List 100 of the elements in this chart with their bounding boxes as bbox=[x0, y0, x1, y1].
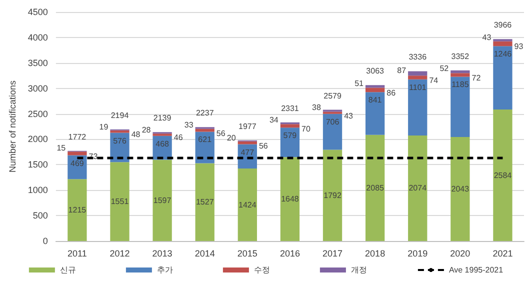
data-label: 1246 bbox=[494, 50, 512, 59]
bar bbox=[493, 46, 512, 110]
bar bbox=[408, 79, 428, 136]
data-label: 48 bbox=[131, 130, 141, 140]
bar bbox=[365, 85, 385, 88]
data-label: 20 bbox=[226, 133, 236, 142]
total-label: 1772 bbox=[68, 132, 87, 142]
data-label: 1792 bbox=[324, 190, 342, 200]
data-label: 28 bbox=[142, 125, 152, 134]
data-label: 1551 bbox=[110, 197, 130, 206]
x-tick-label: 2018 bbox=[365, 248, 386, 258]
y-tick-label: 1000 bbox=[28, 185, 48, 196]
y-tick-label: 3000 bbox=[28, 83, 48, 94]
x-tick-label: 2014 bbox=[194, 248, 215, 258]
data-label: 621 bbox=[198, 135, 212, 144]
y-tick-label: 4000 bbox=[28, 32, 48, 42]
data-label: 56 bbox=[258, 141, 268, 150]
bar bbox=[365, 88, 385, 92]
data-label: 43 bbox=[482, 32, 492, 42]
bar bbox=[408, 135, 428, 241]
bar bbox=[68, 179, 87, 241]
data-label: 1424 bbox=[238, 200, 257, 210]
data-label: 43 bbox=[344, 111, 354, 120]
bar bbox=[238, 168, 257, 241]
data-label: 2074 bbox=[408, 184, 428, 193]
bar bbox=[110, 130, 130, 133]
x-tick-label: 2013 bbox=[152, 248, 172, 258]
bar bbox=[195, 163, 214, 241]
data-label: 70 bbox=[302, 124, 311, 134]
data-label: 34 bbox=[269, 116, 279, 125]
total-label: 3063 bbox=[366, 66, 385, 76]
data-label: 72 bbox=[472, 73, 482, 82]
bar bbox=[450, 73, 470, 77]
y-tick-label: 500 bbox=[32, 210, 48, 221]
bar bbox=[365, 134, 385, 241]
bar bbox=[152, 160, 172, 241]
data-label: 579 bbox=[283, 131, 298, 140]
bar bbox=[450, 137, 470, 241]
data-label: 706 bbox=[326, 117, 340, 126]
data-label: 2085 bbox=[366, 183, 385, 192]
bar bbox=[322, 150, 342, 241]
data-label: 38 bbox=[312, 103, 322, 112]
total-label: 3336 bbox=[408, 52, 428, 62]
bar bbox=[493, 41, 512, 46]
data-label: 51 bbox=[354, 78, 364, 88]
data-label: 2584 bbox=[494, 170, 512, 180]
legend-label: 추가 bbox=[156, 266, 173, 274]
data-label: 841 bbox=[368, 96, 382, 105]
total-label: 3966 bbox=[494, 20, 512, 30]
bar bbox=[493, 110, 512, 241]
bar bbox=[280, 128, 300, 158]
bar bbox=[365, 92, 385, 135]
y-tick-label: 3500 bbox=[28, 58, 48, 68]
data-label: 52 bbox=[440, 64, 450, 74]
y-tick-label: 2500 bbox=[28, 108, 48, 119]
data-label: 46 bbox=[174, 133, 184, 142]
total-label: 2237 bbox=[196, 108, 214, 118]
x-tick-label: 2016 bbox=[280, 248, 300, 258]
data-label: 19 bbox=[99, 122, 109, 132]
total-label: 2331 bbox=[281, 104, 300, 113]
data-label: 74 bbox=[429, 76, 439, 86]
y-tick-label: 4500 bbox=[28, 7, 48, 17]
data-label: 87 bbox=[397, 66, 407, 75]
x-tick-label: 2020 bbox=[450, 248, 470, 258]
data-label: 15 bbox=[56, 144, 66, 153]
data-label: 93 bbox=[514, 42, 524, 52]
total-label: 2194 bbox=[110, 110, 130, 120]
data-label: 576 bbox=[113, 136, 127, 146]
total-label: 3352 bbox=[451, 52, 470, 61]
bar bbox=[238, 141, 257, 144]
data-label: 56 bbox=[216, 128, 226, 138]
y-tick-label: 1500 bbox=[28, 160, 48, 170]
data-label: 1527 bbox=[196, 198, 214, 207]
y-tick-label: 0 bbox=[42, 236, 48, 246]
x-tick-label: 2021 bbox=[492, 248, 513, 258]
data-label: 1648 bbox=[281, 194, 300, 204]
bar bbox=[68, 152, 87, 156]
bar bbox=[408, 71, 428, 76]
bar bbox=[450, 76, 470, 138]
data-label: 1101 bbox=[409, 82, 427, 92]
bar bbox=[322, 114, 342, 150]
data-label: 33 bbox=[184, 120, 194, 130]
x-tick-label: 2015 bbox=[237, 248, 258, 258]
data-label: 469 bbox=[70, 158, 84, 168]
total-label: 2579 bbox=[324, 91, 342, 100]
y-tick-label: 2000 bbox=[28, 134, 48, 144]
bar bbox=[280, 157, 300, 241]
data-label: 86 bbox=[386, 88, 396, 98]
total-label: 2139 bbox=[153, 114, 172, 123]
legend-label: 개정 bbox=[350, 266, 367, 274]
legend-label: Ave 1995-2021 bbox=[448, 266, 504, 274]
bar bbox=[280, 124, 300, 128]
legend-label: 신규 bbox=[60, 266, 76, 274]
data-label: 477 bbox=[240, 148, 255, 157]
x-tick-label: 2011 bbox=[68, 248, 87, 258]
bar bbox=[450, 70, 470, 74]
data-label: 1185 bbox=[452, 80, 470, 90]
data-label: 2043 bbox=[451, 184, 470, 194]
bar bbox=[408, 76, 428, 80]
x-tick-label: 2012 bbox=[110, 248, 130, 258]
